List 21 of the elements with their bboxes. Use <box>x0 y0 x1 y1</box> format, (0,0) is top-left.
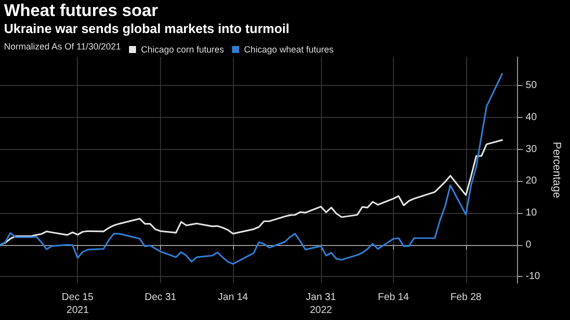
y-tick-label: 0 <box>526 239 532 250</box>
chart-title: Wheat futures soar <box>4 1 158 20</box>
y-tick-label: 50 <box>526 80 538 92</box>
legend-label: Chicago corn futures <box>141 44 225 54</box>
y-axis-title: Percentage <box>550 142 562 198</box>
y-tick-label: 30 <box>526 144 538 155</box>
x-tick-label: Jan 31 2022 <box>306 292 336 316</box>
y-tick-label: 20 <box>526 176 538 187</box>
legend-label: Chicago wheat futures <box>244 44 334 54</box>
line-series <box>0 139 503 246</box>
y-tick-label: 40 <box>526 112 538 123</box>
chart-subtitle: Ukraine war sends global markets into turmoil <box>4 21 290 36</box>
x-tick-label: Feb 28 <box>450 292 482 303</box>
y-tick-label: -10 <box>526 271 541 282</box>
x-tick-label: Jan 14 <box>218 292 248 303</box>
x-tick-label: Dec 15 2021 <box>62 292 94 316</box>
x-tick-label: Dec 31 <box>144 292 177 303</box>
y-tick-label: 10 <box>526 207 538 218</box>
line-series <box>0 73 503 265</box>
x-tick-label: Feb 14 <box>378 292 410 303</box>
text: Normalized As Of 11/30/2021 <box>4 42 121 52</box>
